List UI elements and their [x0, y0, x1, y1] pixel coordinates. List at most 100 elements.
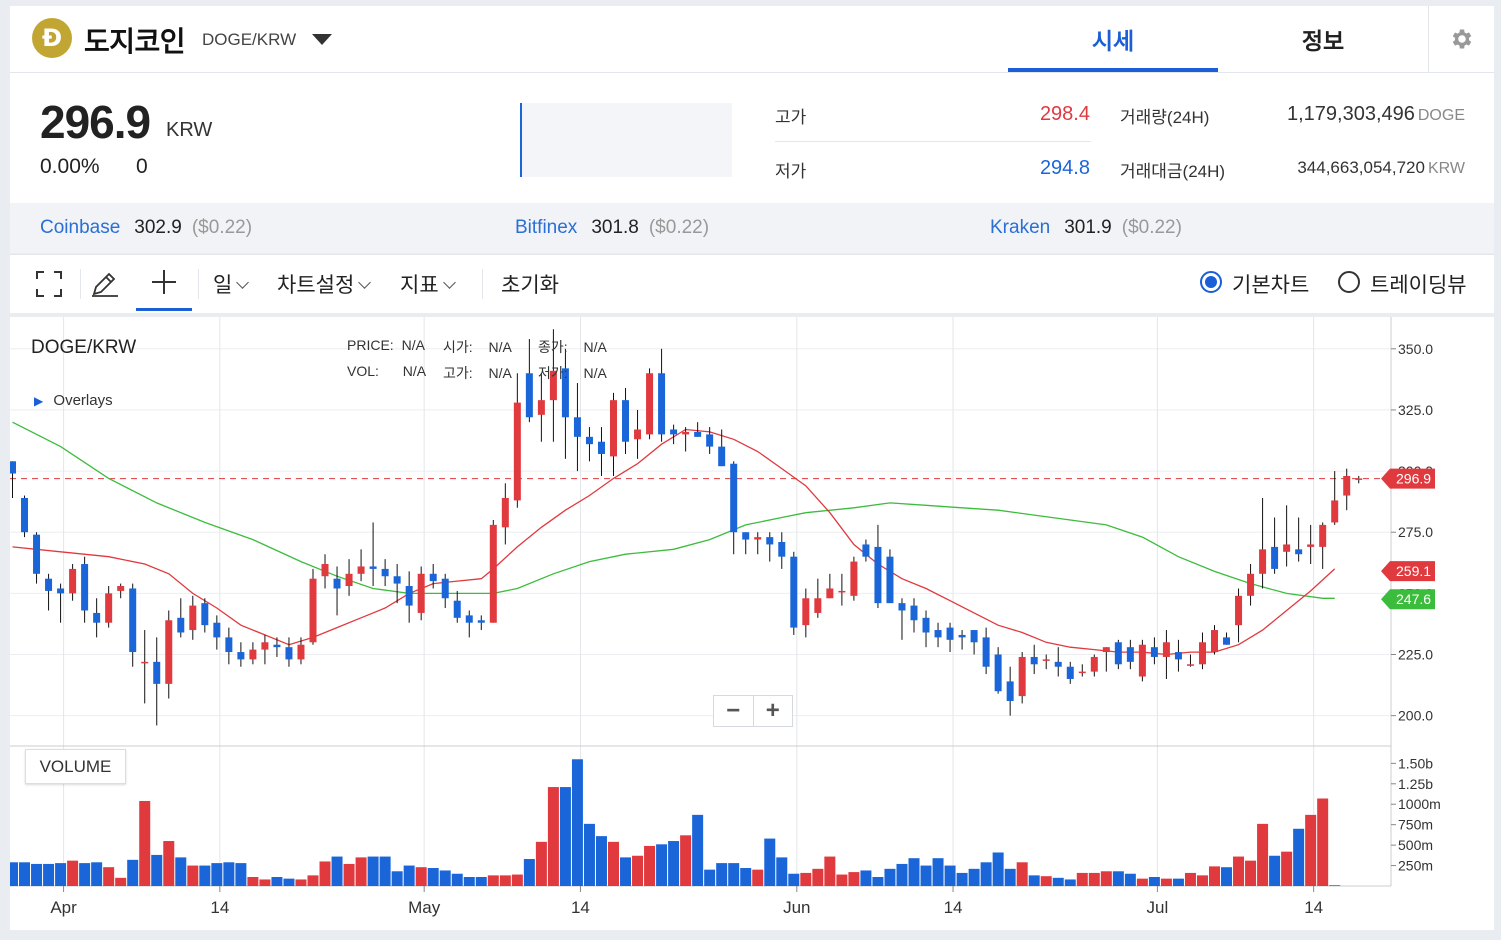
volume-bar [1221, 867, 1233, 886]
volume-bar [343, 863, 355, 886]
candle-body [537, 400, 545, 415]
change-amount: 0 [136, 155, 148, 178]
candle-body [1030, 656, 1038, 665]
period-dropdown[interactable]: 일 [213, 269, 250, 299]
indicators-label: 지표 [400, 274, 439, 297]
candle-body [694, 431, 702, 437]
zoom-out-button[interactable]: − [714, 696, 754, 726]
volume-bar [1088, 872, 1100, 886]
volume-bar [79, 863, 91, 886]
candle-body [237, 652, 245, 660]
candle-body [213, 622, 221, 638]
current-price-tag-bg [1381, 468, 1435, 489]
exchange-bitfinex[interactable]: Bitfinex 301.8 ($0.22) [515, 217, 709, 239]
candle-body [934, 630, 942, 638]
chart-settings-dropdown[interactable]: 차트설정 [277, 269, 372, 299]
high-label: 고가 [775, 108, 807, 127]
chart-toolbar: 일 차트설정 지표 초기화 기본차트 트레이딩뷰 [10, 254, 1494, 313]
exchange-name: Coinbase [40, 217, 121, 238]
candle-body [513, 402, 521, 501]
volume-bar [1040, 876, 1052, 886]
candle-body [1174, 652, 1182, 660]
reset-button[interactable]: 초기화 [501, 274, 559, 297]
tradingview-label[interactable]: 트레이딩뷰 [1370, 274, 1467, 297]
candle-body [1355, 478, 1363, 480]
candle-body [453, 600, 461, 618]
volume-bar [31, 863, 43, 886]
crosshair-tool-button[interactable] [136, 255, 192, 311]
volume-bar [595, 836, 607, 886]
volume-bar [1004, 868, 1016, 886]
candle-body [1054, 661, 1062, 667]
fullscreen-icon[interactable] [36, 271, 62, 297]
candle-body [682, 431, 690, 435]
candle-body [1186, 664, 1194, 666]
tradingview-radio[interactable] [1338, 271, 1360, 293]
volume-bar [535, 841, 547, 886]
doge-coin-icon: Ð [32, 18, 72, 58]
candle-body [129, 588, 137, 653]
candle-body [141, 661, 149, 664]
overlays-toggle[interactable]: ▶ Overlays [34, 392, 113, 409]
volume-bar [571, 759, 583, 886]
candle-body [381, 568, 389, 577]
basic-chart-radio[interactable] [1200, 271, 1222, 293]
volume-bar [295, 879, 307, 886]
volume-bar [247, 877, 259, 886]
coin-select-dropdown-icon[interactable] [312, 34, 332, 45]
candle-body [597, 441, 605, 454]
ma-long-tag: 247.6 [1381, 589, 1435, 610]
x-tick-label: Apr [50, 898, 77, 917]
candle-body [1090, 656, 1098, 672]
candle-body [862, 544, 870, 557]
candle-body [369, 566, 377, 569]
pencil-icon[interactable] [90, 270, 120, 298]
volume-bar [884, 868, 896, 886]
candlestick-chart[interactable]: 350.0325.0300.0275.0250.0225.0200.01.50b… [10, 317, 1494, 930]
volume-bar [19, 862, 31, 886]
candle-body [670, 429, 678, 435]
volume-bar [1245, 860, 1257, 886]
tab-price[interactable]: 시세 [1008, 6, 1218, 72]
price-unit: KRW [166, 119, 213, 141]
exchange-kraken[interactable]: Kraken 301.9 ($0.22) [990, 217, 1182, 239]
volume-bar [55, 863, 67, 886]
exchange-usd: ($0.22) [191, 217, 253, 238]
exchange-coinbase[interactable]: Coinbase 302.9 ($0.22) [40, 217, 252, 239]
volume-bar [223, 862, 235, 886]
candle-body [658, 373, 666, 435]
settings-button[interactable] [1428, 6, 1495, 72]
candle-body [57, 588, 65, 594]
basic-chart-label[interactable]: 기본차트 [1232, 274, 1310, 297]
candle-body [1343, 475, 1351, 496]
volume-tick-label: 500m [1398, 837, 1433, 853]
candle-body [910, 605, 918, 621]
volume-value: 1,179,303,496 [1286, 103, 1415, 125]
candle-body [153, 661, 161, 684]
volume-bar [1076, 872, 1088, 886]
volume-bar [668, 841, 680, 886]
volume-bar [812, 868, 824, 886]
volume-bar [644, 845, 656, 886]
candle-body [81, 564, 89, 611]
volume-bar [1329, 885, 1341, 886]
chevron-down-icon [358, 276, 372, 289]
volume-label: 거래량(24H) [1120, 108, 1210, 127]
volume-bar [163, 841, 175, 886]
y-tick-label: 325.0 [1398, 402, 1433, 418]
volume-bar [463, 877, 475, 886]
price-readout-label: PRICE: [347, 337, 394, 353]
triangle-right-icon: ▶ [34, 394, 44, 408]
volume-bar [367, 856, 379, 886]
turnover-label: 거래대금(24H) [1120, 162, 1226, 181]
ma-short-tag-text: 259.1 [1396, 563, 1431, 579]
indicators-dropdown[interactable]: 지표 [400, 269, 456, 299]
volume-bar [680, 835, 692, 886]
zoom-in-button[interactable]: + [765, 697, 780, 724]
candle-body [850, 561, 858, 596]
tab-info[interactable]: 정보 [1301, 28, 1345, 54]
volume-bar [992, 852, 1004, 886]
volume-bar [656, 844, 668, 886]
candle-body [33, 534, 41, 574]
candle-body [273, 644, 281, 648]
